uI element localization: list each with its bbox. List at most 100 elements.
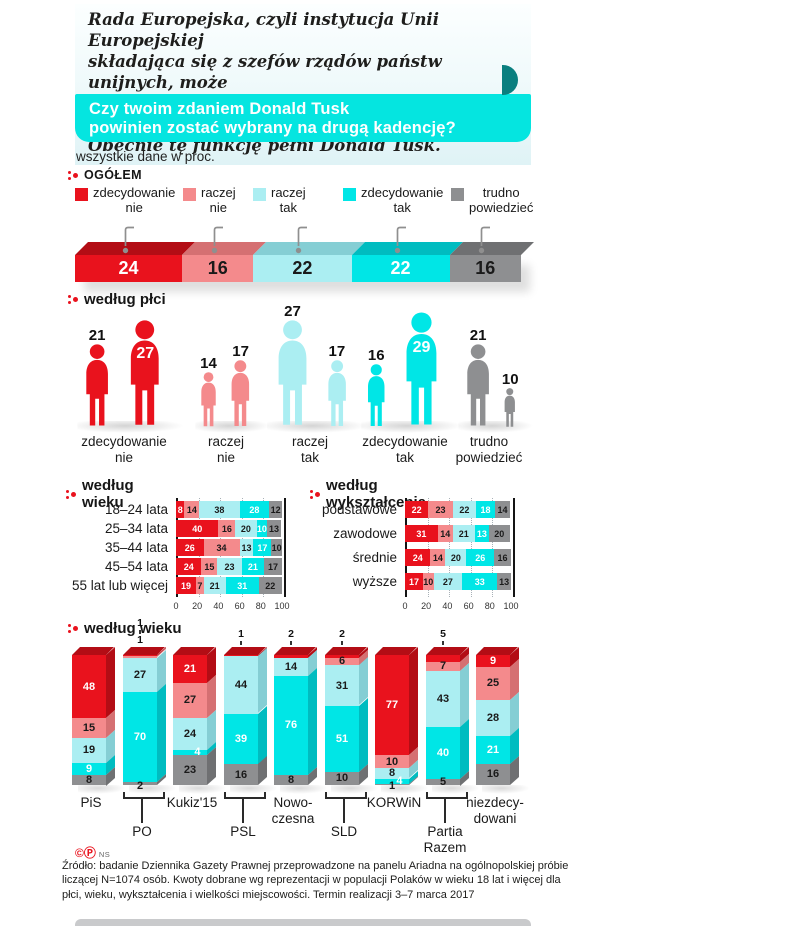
row-segment-raczej_nie: 15 <box>201 558 218 575</box>
person-silhouette-icon <box>77 344 116 428</box>
gridline <box>491 498 493 597</box>
section-title: według wieku <box>82 477 134 511</box>
segment-value: 40 <box>436 746 450 759</box>
segment-value: 4 <box>194 746 201 759</box>
age-row: 45–54 lata 24 15 23 21 17 <box>62 558 282 575</box>
party-bar-niezdecy-dowani: 9 25 28 21 16 <box>476 647 530 794</box>
party-label-line: niezdecy- <box>466 795 524 810</box>
legend-connector <box>122 226 136 255</box>
segment-value: 8 <box>85 773 93 786</box>
party-label: Nowo-czesna <box>272 795 315 826</box>
gender-figures: 27 17 <box>267 303 367 433</box>
row-segment-zdecydowanie_nie: 31 <box>405 525 438 542</box>
gender-group-caption: trudno powiedzieć <box>456 434 523 466</box>
segment-value: 44 <box>234 678 248 691</box>
gender-group-trudno_powiedziec: 21 10 <box>458 310 534 433</box>
row-segment-trudno_powiedziec: 22 <box>258 577 282 594</box>
section-title: według wieku <box>84 620 182 637</box>
gender-group-caption: zdecydowanie tak <box>362 434 448 466</box>
bar-segment-trudno_powiedziec: 16 <box>224 756 267 785</box>
callout-tick <box>139 629 141 634</box>
gridline <box>428 498 430 597</box>
bar-segment-trudno_powiedziec: 2 <box>123 774 166 792</box>
caption-line: trudno <box>469 434 509 449</box>
row-segment-raczej_tak: 13 <box>239 539 254 556</box>
segment-value: 6 <box>338 655 346 668</box>
bar-stack: 7 43 40 5 <box>426 647 469 788</box>
segment-value: 5 <box>439 775 447 788</box>
figure-value: 27 <box>284 303 301 320</box>
row-segment-zdecydowanie_tak: 26 <box>466 549 494 566</box>
bar-segment-zdecydowanie_tak: 70 <box>123 684 166 783</box>
gender-group-zdecydowanie_nie: 21 27 <box>77 310 185 433</box>
legend-item-trudno_powiedziec: trudno powiedzieć <box>451 185 533 215</box>
bar-segment-trudno_powiedziec: 8 <box>274 766 317 786</box>
bar-segment-raczej_tak: 43 <box>426 662 469 727</box>
gender-group-raczej_nie: 14 17 <box>195 310 271 433</box>
party-bar-PiS: 48 15 19 9 8 <box>72 647 126 794</box>
bar-segment-zdecydowanie_nie <box>325 647 368 658</box>
segment-value: 21 <box>183 662 197 675</box>
legend-label-line: trudno <box>482 185 520 200</box>
bar-segment-raczej_tak: 24 <box>173 710 216 750</box>
callout-value: 1 <box>137 616 143 629</box>
legend-item-raczej_tak: raczej tak <box>253 185 306 215</box>
connector-hook-icon <box>479 226 491 254</box>
row-segment-zdecydowanie_tak: 31 <box>225 577 259 594</box>
party-bar-SLD: 6 31 51 10 2 <box>325 628 379 794</box>
person-figure-icon: 14 <box>195 355 221 428</box>
section-header-education: według wykształcenia <box>310 477 426 511</box>
segment-value: 14 <box>284 660 298 673</box>
intro-line: składająca się z szefów rządów państw un… <box>88 51 442 92</box>
legend-label: zdecydowanie nie <box>93 185 175 215</box>
overall-segment-zdecydowanie_nie: 24 <box>75 255 183 282</box>
caption-line: nie <box>114 449 133 465</box>
figure-value: 29 <box>412 338 431 356</box>
section-bullet-icon <box>68 293 78 306</box>
segment-value: 51 <box>335 732 349 745</box>
chart-grid <box>405 498 515 597</box>
party-label-line: czesna <box>271 810 315 826</box>
bar-segment-zdecydowanie_tak: 4 <box>375 770 418 787</box>
person-silhouette-icon <box>361 364 391 428</box>
person-silhouette-icon <box>225 360 257 428</box>
row-segment-trudno_powiedziec: 12 <box>269 501 282 518</box>
segment-value: 4 <box>396 775 403 788</box>
party-label: SLD <box>331 824 357 840</box>
callout-tick <box>442 641 444 645</box>
bracket-stem <box>141 799 143 823</box>
gridline <box>470 498 472 597</box>
age-row: 25–34 lata 40 16 20 10 13 <box>62 520 282 537</box>
units-note: wszystkie dane w proc. <box>76 149 215 164</box>
person-silhouette-icon <box>458 344 497 428</box>
caption-line: raczej <box>291 434 329 449</box>
bar-segment-trudno_powiedziec: 1 <box>375 775 418 792</box>
education-row: podstawowe 22 23 22 18 14 <box>308 501 511 518</box>
bar-stack: 6 31 51 10 <box>325 647 368 785</box>
party-label-line: Nowo- <box>273 795 313 810</box>
legend-connector <box>211 226 225 255</box>
row-stacked-bar: 17 10 27 33 13 <box>405 573 511 590</box>
bar-segment-zdecydowanie_tak: 4 <box>173 741 216 758</box>
gender-group-raczej_tak: 27 17 <box>267 303 367 433</box>
bar-segment-raczej_tak: 8 <box>375 760 418 779</box>
party-bar-PO: 27 70 2 1 1 <box>123 617 177 794</box>
figure-value: 17 <box>232 343 249 360</box>
bar-segment-trudno_powiedziec: 10 <box>325 763 368 785</box>
bar-3d-side <box>258 648 267 714</box>
caption-line: zdecydowanie <box>362 434 448 449</box>
party-bar-PSL: 44 39 16 1 <box>224 628 278 794</box>
axis-tick-label: 60 <box>234 601 245 611</box>
axis-tick-label: 40 <box>213 601 224 611</box>
segment-value: 77 <box>385 699 399 712</box>
bar-segment-zdecydowanie_nie: 9 <box>476 647 519 667</box>
callout-value: 5 <box>440 627 446 640</box>
row-stacked-bar: 24 14 20 26 16 <box>405 549 511 566</box>
segment-value: 27 <box>133 668 147 681</box>
row-segment-raczej_nie: 34 <box>203 539 240 556</box>
section-bullet-icon <box>68 622 78 635</box>
row-label: 35–44 lata <box>104 540 168 555</box>
callout-value: 1 <box>137 633 143 646</box>
bar-3d-side <box>359 697 368 772</box>
